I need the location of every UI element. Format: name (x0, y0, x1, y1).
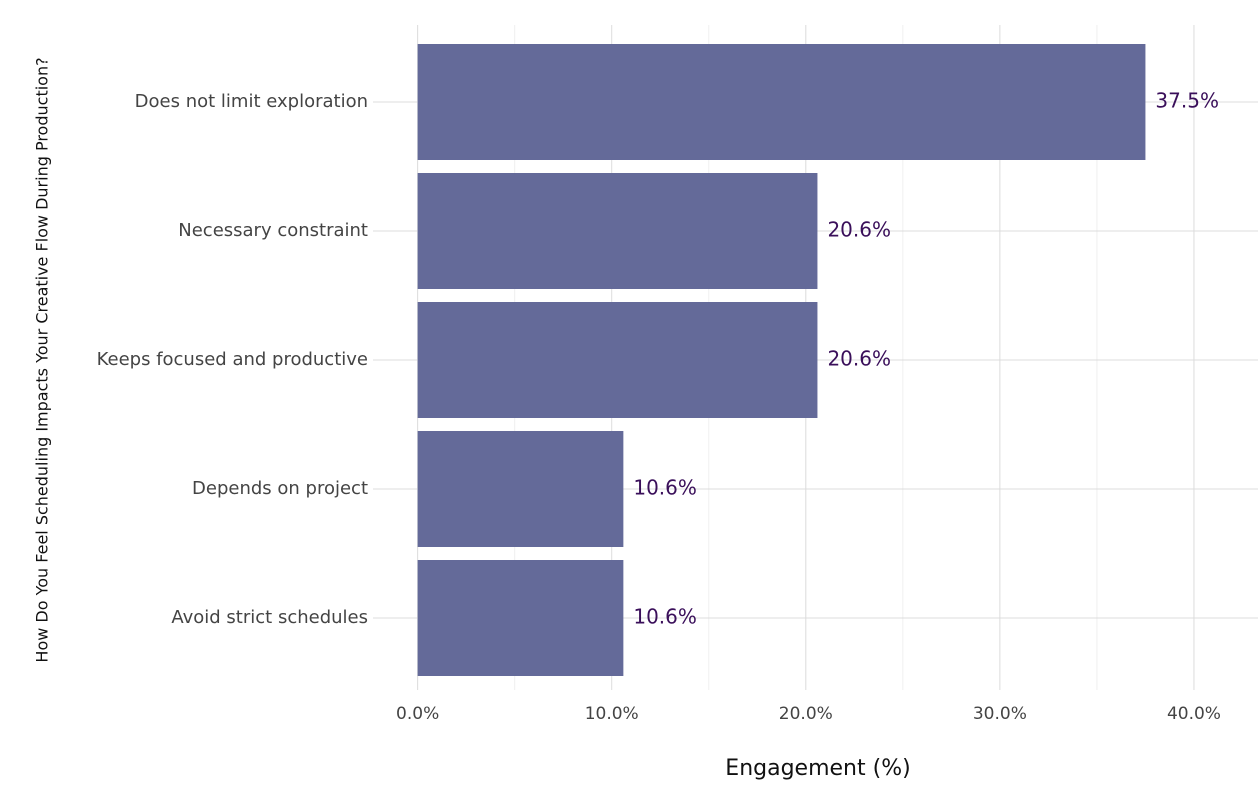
value-label: 20.6% (827, 218, 891, 242)
x-axis-title: Engagement (%) (725, 756, 910, 781)
x-tick-label: 0.0% (396, 704, 439, 724)
value-label: 10.6% (633, 605, 697, 629)
x-tick-label: 40.0% (1167, 704, 1221, 724)
y-tick-label: Does not limit exploration (135, 91, 368, 112)
x-tick-label: 10.0% (585, 704, 639, 724)
y-tick-label: Keeps focused and productive (97, 349, 368, 370)
y-tick-label: Necessary constraint (178, 220, 368, 241)
bar (417, 173, 818, 289)
y-tick-label: Depends on project (192, 478, 368, 499)
bar (417, 44, 1146, 160)
bar (417, 560, 624, 676)
y-axis-title: How Do You Feel Scheduling Impacts Your … (33, 57, 52, 662)
value-label: 10.6% (633, 476, 697, 500)
y-tick-label: Avoid strict schedules (171, 607, 368, 628)
x-tick-label: 20.0% (779, 704, 833, 724)
value-label: 37.5% (1155, 89, 1219, 113)
bar (417, 302, 818, 418)
value-label: 20.6% (827, 347, 891, 371)
bar (417, 431, 624, 547)
x-tick-label: 30.0% (973, 704, 1027, 724)
